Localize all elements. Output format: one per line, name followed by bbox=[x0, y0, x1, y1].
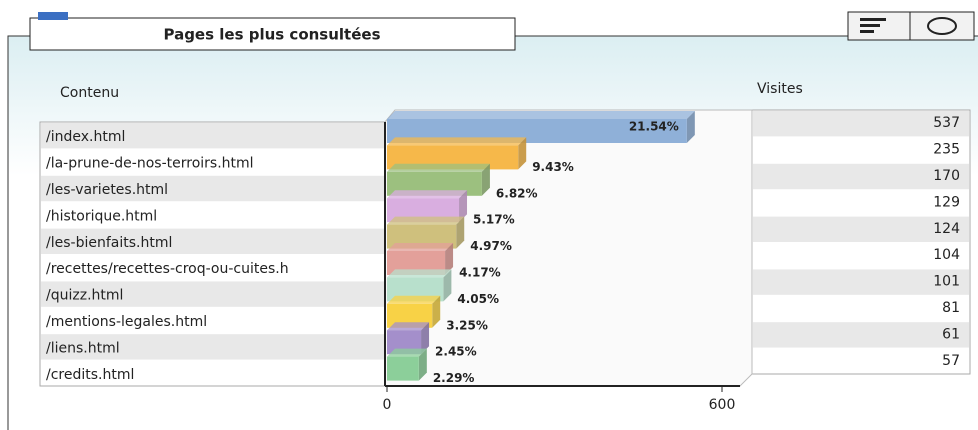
percent-label: 2.29% bbox=[433, 371, 475, 385]
bar-side bbox=[443, 269, 452, 302]
visits-value: 129 bbox=[933, 194, 960, 210]
x-tick-label: 600 bbox=[709, 397, 736, 413]
visits-value: 101 bbox=[933, 274, 960, 290]
bar-side bbox=[418, 348, 427, 381]
label-row-bg bbox=[41, 228, 384, 254]
title-icon bbox=[38, 12, 68, 20]
bar bbox=[387, 356, 419, 381]
visits-value: 537 bbox=[933, 115, 960, 131]
label-row-bg bbox=[41, 281, 384, 307]
percent-label: 2.45% bbox=[435, 345, 477, 359]
label-row-bg bbox=[41, 123, 384, 149]
visits-value: 61 bbox=[942, 326, 960, 342]
category-label: /quizz.html bbox=[46, 288, 123, 304]
label-row-bg bbox=[41, 175, 384, 202]
category-label: /liens.html bbox=[46, 340, 120, 356]
label-row-bg bbox=[41, 334, 384, 360]
chart-title: Pages les plus consultées bbox=[163, 26, 380, 44]
bar-side bbox=[421, 322, 430, 355]
bar-top bbox=[387, 111, 695, 119]
bar-side bbox=[432, 295, 441, 328]
bar-top bbox=[387, 163, 490, 172]
percent-label: 21.54% bbox=[629, 120, 679, 134]
bar-side bbox=[456, 216, 465, 249]
bar-top bbox=[387, 295, 441, 304]
category-label: /les-bienfaits.html bbox=[46, 235, 172, 251]
bar-icon bbox=[860, 18, 886, 33]
value-row-bg bbox=[753, 322, 969, 348]
pie-icon bbox=[927, 17, 957, 35]
category-label: /credits.html bbox=[46, 367, 134, 383]
bar-side bbox=[481, 163, 490, 196]
visits-value: 235 bbox=[933, 142, 960, 158]
bar-side bbox=[686, 111, 695, 143]
bar-top bbox=[387, 137, 527, 146]
visits-value: 170 bbox=[933, 168, 960, 184]
category-label: /historique.html bbox=[46, 208, 157, 224]
value-row-bg bbox=[753, 163, 969, 190]
percent-label: 9.43% bbox=[532, 160, 574, 174]
bar-side bbox=[518, 137, 527, 170]
value-header: Visites bbox=[757, 81, 803, 97]
visits-value: 57 bbox=[942, 353, 960, 369]
category-label: /index.html bbox=[46, 129, 125, 145]
percent-label: 4.17% bbox=[459, 266, 501, 280]
bar-top bbox=[387, 243, 454, 251]
percent-label: 4.05% bbox=[457, 292, 499, 306]
visits-value: 81 bbox=[942, 300, 960, 316]
visits-value: 124 bbox=[933, 221, 960, 237]
title-box bbox=[29, 17, 516, 51]
bar-top bbox=[387, 322, 430, 331]
bar-top bbox=[387, 190, 468, 199]
x-tick-label: 0 bbox=[383, 397, 392, 413]
category-label: /la-prune-de-nos-terroirs.html bbox=[46, 156, 254, 172]
value-row-bg bbox=[753, 216, 969, 242]
category-label: /recettes/recettes-croq-ou-cuites.h bbox=[46, 261, 289, 277]
bar-side bbox=[445, 243, 454, 275]
category-label: /les-varietes.html bbox=[46, 182, 168, 198]
bar-top bbox=[387, 269, 452, 278]
percent-label: 4.97% bbox=[470, 239, 512, 253]
percent-label: 3.25% bbox=[446, 318, 488, 332]
category-label: /mentions-legales.html bbox=[46, 314, 207, 330]
percent-label: 6.82% bbox=[496, 186, 538, 200]
bar-side bbox=[459, 190, 468, 223]
value-row-bg bbox=[753, 111, 969, 137]
visits-value: 104 bbox=[933, 247, 960, 263]
pie-view-button[interactable] bbox=[909, 11, 975, 41]
value-row-bg bbox=[753, 269, 969, 295]
category-header: Contenu bbox=[60, 85, 119, 101]
percent-label: 5.17% bbox=[473, 213, 515, 227]
bar-top bbox=[387, 348, 427, 357]
bar-top bbox=[387, 216, 465, 225]
